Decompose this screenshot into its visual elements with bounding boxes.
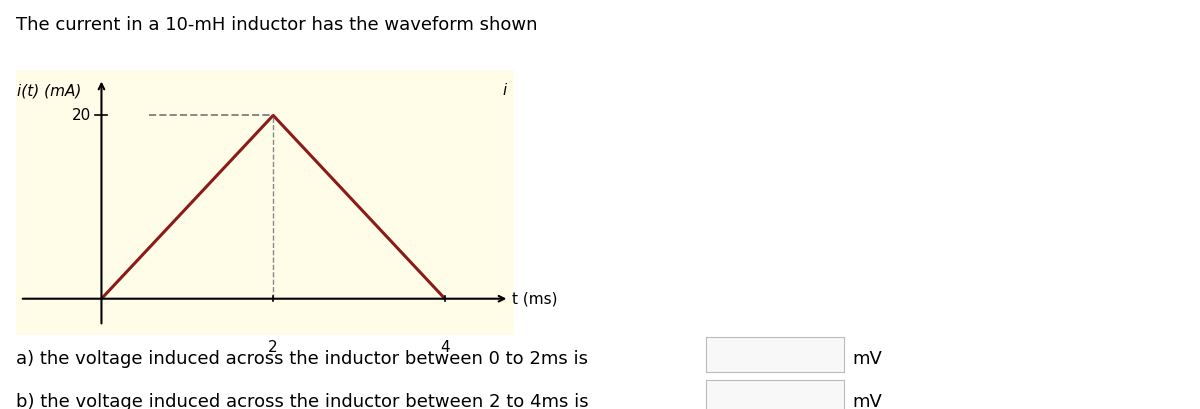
Text: 4: 4 [440,340,450,355]
Text: 2: 2 [269,340,278,355]
Text: mV: mV [852,393,882,409]
Text: a) the voltage induced across the inductor between 0 to 2ms is: a) the voltage induced across the induct… [16,350,588,368]
Text: 20: 20 [72,108,91,123]
Text: mV: mV [852,350,882,368]
Text: The current in a 10-mH inductor has the waveform shown: The current in a 10-mH inductor has the … [16,16,538,34]
Text: i: i [503,83,506,98]
Text: b) the voltage induced across the inductor between 2 to 4ms is: b) the voltage induced across the induct… [16,393,588,409]
Text: t (ms): t (ms) [512,291,557,306]
Text: i(t) (mA): i(t) (mA) [17,83,82,98]
